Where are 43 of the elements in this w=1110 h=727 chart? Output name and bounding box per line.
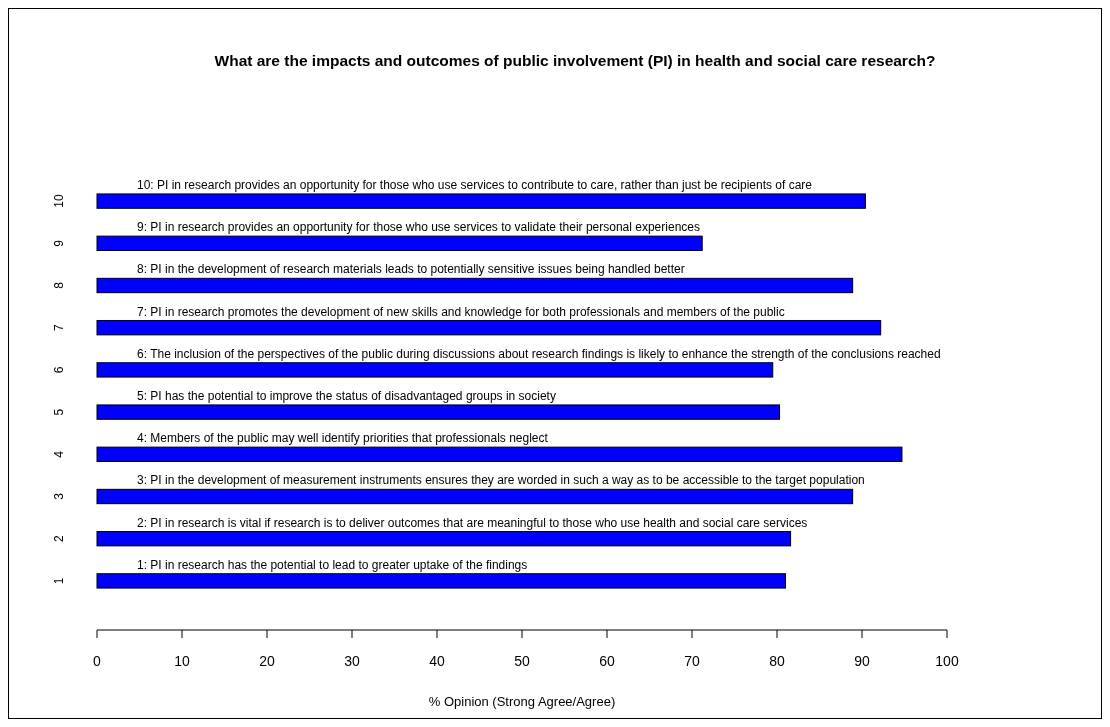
- y-tick-label: 5: [52, 408, 66, 416]
- x-tick-label: 100: [935, 653, 959, 669]
- bar: [96, 193, 866, 209]
- annotation: 10: PI in research provides an opportunity for those who use services to contribute to care, rather than just be recipients of care: [137, 177, 813, 192]
- annotation: 4: Members of the public may well identify priorities that professionals neglect: [137, 431, 549, 446]
- x-tick-label: 80: [769, 653, 785, 669]
- bar: [96, 277, 854, 294]
- x-tick-label: 50: [514, 653, 530, 669]
- bar: [96, 446, 903, 462]
- y-tick-label: 4: [52, 450, 66, 458]
- y-tick-label: 10: [52, 194, 66, 208]
- y-tick-label: 9: [52, 239, 66, 247]
- x-tick-label: 0: [93, 653, 102, 669]
- bar: [96, 235, 703, 251]
- annotation: 6: The inclusion of the perspectives of the public during discussions about research findings is likely to enhance the strength of the conclusions reached: [137, 346, 941, 361]
- annotation: 9: PI in research provides an opportunity for those who use services to validate their personal experiences: [137, 220, 700, 235]
- bar: [96, 488, 854, 505]
- x-axis-title: % Opinion (Strong Agree/Agree): [428, 694, 616, 709]
- x-tick-label: 90: [854, 653, 870, 669]
- x-tick-label: 60: [599, 653, 615, 669]
- x-tick-label: 10: [174, 653, 190, 669]
- chart-title: What are the impacts and outcomes of public involvement (PI) in health and social care research?: [214, 52, 936, 69]
- x-tick-label: 40: [429, 653, 445, 669]
- bar: [96, 531, 792, 547]
- annotation: 2: PI in research is vital if research is to deliver outcomes that are meaningful to those who use health and social care services: [137, 515, 808, 530]
- y-tick-label: 2: [52, 535, 66, 543]
- x-tick-label: 20: [259, 653, 275, 669]
- bar: [96, 362, 774, 378]
- annotation: 3: PI in the development of measurement instruments ensures they are worded in such a way as to be accessible to the target population: [137, 473, 865, 488]
- x-tick-label: 70: [684, 653, 700, 669]
- x-tick-label: 30: [344, 653, 360, 669]
- y-tick-label: 3: [52, 492, 66, 500]
- y-tick-label: 6: [52, 366, 66, 374]
- annotation: 8: PI in the development of research materials leads to potentially sensitive issues being handled better: [137, 262, 685, 277]
- y-tick-label: 1: [52, 577, 66, 585]
- bar: [96, 404, 781, 420]
- y-tick-label: 7: [52, 324, 66, 332]
- annotation: 1: PI in research has the potential to lead to greater uptake of the findings: [137, 557, 528, 572]
- annotation: 7: PI in research promotes the development of new skills and knowledge for both professionals and members of the public: [137, 304, 785, 319]
- bar: [96, 320, 882, 336]
- annotation: 5: PI has the potential to improve the status of disadvantaged groups in society: [137, 388, 556, 403]
- y-tick-label: 8: [52, 281, 66, 289]
- bar: [96, 573, 786, 589]
